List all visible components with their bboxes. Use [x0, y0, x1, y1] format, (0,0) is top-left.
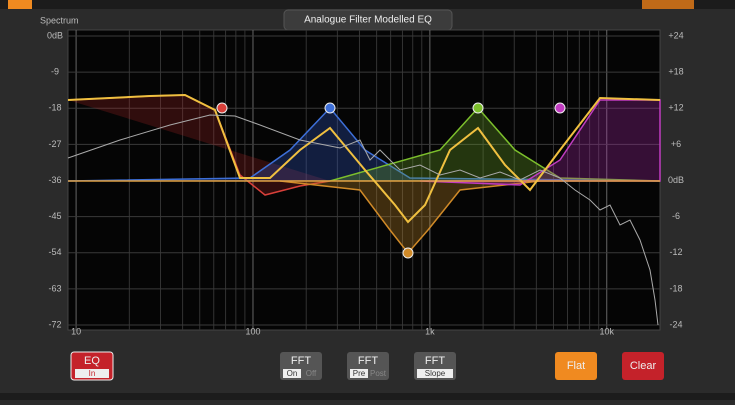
- option-box[interactable]: [75, 369, 109, 378]
- top-bar: [0, 0, 735, 9]
- y-tick-label: -9: [51, 67, 59, 77]
- y-tick-label: 0dB: [47, 30, 63, 40]
- button-title: FFT: [425, 355, 445, 367]
- total-curve: [67, 93, 661, 224]
- band-node[interactable]: [402, 247, 414, 259]
- option: In: [89, 369, 96, 378]
- bottom-bar: [0, 393, 735, 400]
- y2-tick-label: 0dB: [668, 175, 684, 185]
- eq-button[interactable]: EQ In: [70, 351, 114, 381]
- button-title: FFT: [291, 355, 311, 367]
- option-box[interactable]: [283, 369, 301, 378]
- band-node[interactable]: [324, 102, 336, 114]
- flat-button[interactable]: Flat: [555, 352, 597, 380]
- fft-button[interactable]: FFT On Off: [280, 352, 322, 380]
- y-tick-label: -63: [48, 283, 61, 293]
- option: Pre: [353, 369, 366, 378]
- peak-curve: [329, 106, 661, 182]
- option: Post: [370, 369, 387, 378]
- y2-tick-label: -18: [669, 283, 682, 293]
- y-tick-label: -36: [48, 175, 61, 185]
- eq-curves: [67, 93, 661, 326]
- band-node[interactable]: [554, 102, 566, 114]
- option: Slope: [425, 369, 446, 378]
- fft-button[interactable]: FFT Pre Post: [347, 352, 389, 380]
- x-tick-label: 10k: [599, 326, 614, 336]
- button-face[interactable]: [622, 352, 664, 380]
- title: Analogue Filter Modelled EQ: [304, 15, 432, 26]
- button-face[interactable]: [555, 352, 597, 380]
- option: On: [287, 369, 298, 378]
- option: Off: [306, 369, 317, 378]
- y2-tick-label: +12: [668, 103, 683, 113]
- y2-tick-label: -12: [669, 247, 682, 257]
- fft-button[interactable]: FFT Slope: [414, 352, 456, 380]
- band-node[interactable]: [216, 102, 228, 114]
- x-tick-label: 1k: [425, 326, 435, 336]
- y-tick-label: -54: [48, 247, 61, 257]
- axis-labels: 10 100 1k 10k 0dB -9 -18 -27 -36 -45 -54 -63 -72 +24 +…: [47, 30, 684, 336]
- x-tick-label: 100: [245, 326, 260, 336]
- y2-tick-label: -24: [669, 319, 682, 329]
- y2-tick-label: -6: [672, 211, 680, 221]
- option-box[interactable]: [350, 369, 368, 378]
- y2-tick-label: +18: [668, 67, 683, 77]
- button-title: Flat: [567, 360, 585, 372]
- spectrum-line: [67, 114, 659, 326]
- button-title: EQ: [84, 355, 100, 367]
- option-box[interactable]: [417, 369, 453, 378]
- button-title: FFT: [358, 355, 378, 367]
- clear-button[interactable]: Clear: [622, 352, 664, 380]
- y-tick-label: -18: [48, 103, 61, 113]
- menu-icon[interactable]: [8, 0, 32, 9]
- button-title: Clear: [630, 360, 657, 372]
- panel-label: Spectrum: [40, 15, 79, 25]
- y-tick-label: -45: [48, 211, 61, 221]
- y2-tick-label: +6: [671, 139, 681, 149]
- band-node[interactable]: [472, 102, 484, 114]
- x-tick-label: 10: [71, 326, 81, 336]
- y-tick-label: -27: [48, 139, 61, 149]
- y-tick-label: -72: [48, 319, 61, 329]
- nav-icon[interactable]: [642, 0, 694, 9]
- y2-tick-label: +24: [668, 30, 683, 40]
